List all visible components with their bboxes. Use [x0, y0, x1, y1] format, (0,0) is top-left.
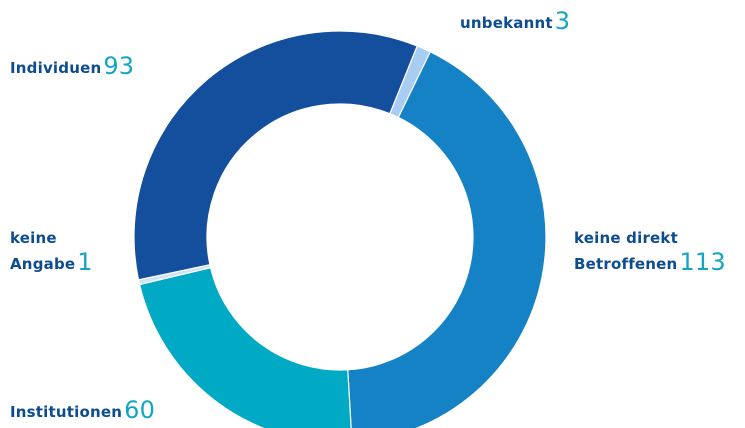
label-keine-angabe: keine Angabe1	[10, 226, 93, 276]
slice-keine-direkt-betroffenen	[347, 51, 547, 428]
label-individuen-value: 93	[103, 52, 135, 80]
label-institutionen-value: 60	[124, 396, 156, 424]
label-keine-angabe-line1: keine	[10, 229, 57, 247]
slice-individuen	[133, 30, 418, 281]
label-unbekannt-value: 3	[554, 7, 571, 35]
label-keine-direkt-value: 113	[679, 248, 726, 276]
label-institutionen: Institutionen60	[10, 398, 155, 424]
label-unbekannt-text: unbekannt	[460, 14, 553, 32]
label-individuen: Individuen93	[10, 54, 134, 80]
label-keine-angabe-line2: Angabe	[10, 255, 76, 273]
label-institutionen-text: Institutionen	[10, 403, 123, 421]
label-keine-angabe-value: 1	[77, 248, 93, 276]
slice-institutionen	[138, 266, 352, 428]
label-keine-direkt-line1: keine direkt	[574, 229, 678, 247]
label-keine-direkt-line2: Betroffenen	[574, 255, 678, 273]
label-unbekannt: unbekannt3	[460, 9, 570, 35]
label-keine-direkt: keine direkt Betroffenen113	[574, 226, 726, 276]
label-individuen-text: Individuen	[10, 59, 102, 77]
